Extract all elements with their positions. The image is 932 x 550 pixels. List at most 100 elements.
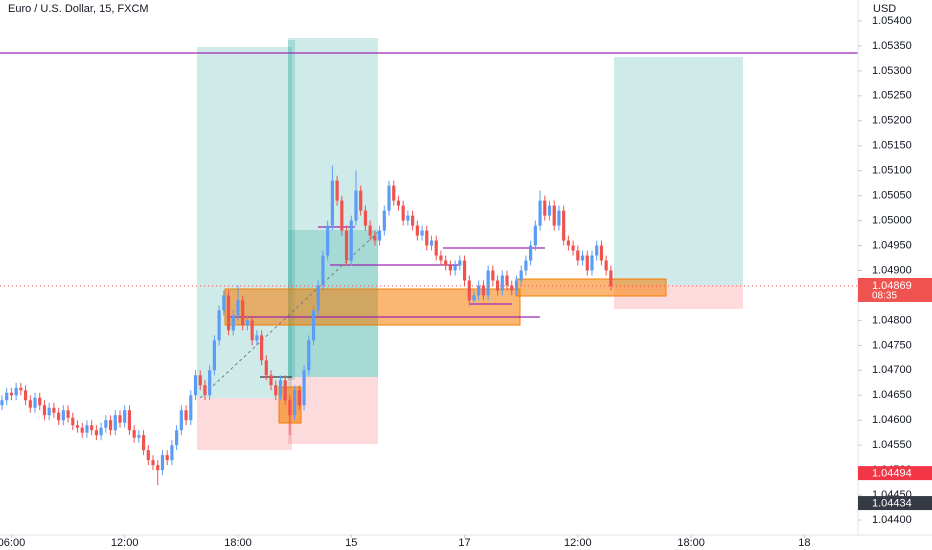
candle-body [599,245,604,261]
candle-body [462,260,467,281]
zone-box [515,278,667,297]
last-price-tag [858,277,932,302]
candle-body [28,400,32,408]
y-tick-label: 1.04950 [872,239,912,251]
candle-body [538,200,542,226]
candle-body [406,215,410,221]
y-tick-label: 1.05000 [872,214,912,226]
candle-body [198,375,202,386]
candle-body [208,370,212,396]
candle-body [335,180,339,201]
candle-body [472,295,476,301]
candle-body [85,425,89,433]
candle-body [401,205,405,221]
y-tick-label: 1.04650 [872,389,912,401]
candle-body [311,310,316,341]
y-tick-label: 1.05100 [872,165,912,177]
candle-body [104,420,108,428]
candle-body [156,465,160,471]
y-tick-label: 1.04600 [872,414,912,426]
trend-line [199,231,379,399]
candle-body [184,410,188,421]
candle-body [377,230,382,241]
candle-body [557,210,561,226]
candle-body [189,395,193,421]
candle-body [170,445,174,461]
candle-body [71,417,75,426]
candle-body [141,435,146,451]
y-tick-label: 1.04550 [872,439,912,451]
candle-body [288,400,292,416]
long-position-stop [197,398,292,450]
candle-body [543,200,547,216]
candle-body [283,380,287,401]
candle-body [19,387,23,391]
candle-body [193,375,198,396]
y-tick-label: 1.05400 [872,15,912,27]
candle-body [547,205,552,216]
candle-body [382,210,386,231]
candle-body [241,300,245,326]
candle-body [42,405,47,416]
candle-body [500,275,504,291]
candle-body [231,315,235,331]
candle-body [175,430,179,446]
y-tick-label: 1.04400 [872,514,912,526]
candle-body [90,425,94,431]
candle-body [47,407,51,416]
plot-area [0,38,858,486]
candle-body [222,295,226,311]
candle-body [524,260,528,271]
candle-body [420,230,424,236]
candle-body [321,255,325,286]
candle-body [33,397,37,408]
candle-body [415,225,419,236]
candle-body [505,275,509,286]
candle-body [373,235,377,241]
price-marker [858,496,932,511]
candle-body [529,245,533,261]
candle-body [477,285,481,296]
candle-body [118,415,122,423]
candle-body [510,285,514,291]
candle-body [491,270,495,281]
candle-body [226,295,231,331]
x-tick-label: 17 [458,537,470,549]
candle-body [75,425,80,428]
candle-body [297,390,301,406]
candle-body [38,397,42,406]
y-tick-label: 1.05200 [872,115,912,127]
candle-body [392,185,396,201]
candle-body [123,410,127,423]
candle-body [250,320,254,341]
candle-body [576,250,580,261]
candle-body [519,270,523,281]
candle-body [439,255,443,261]
candle-body [212,340,216,371]
candle-body [132,430,136,438]
candle-body [453,265,457,271]
candle-body [57,412,61,421]
y-tick-label: 1.04800 [872,314,912,326]
price-axis [858,0,932,550]
candle-body [425,230,429,246]
candle-body [269,375,273,386]
candle-body [264,360,268,376]
x-tick-label: 06:00 [0,537,25,549]
candle-body [179,410,183,431]
price-marker [858,466,932,481]
candle-body [14,387,18,396]
candle-body [330,180,334,226]
candle-body [359,190,363,211]
candle-body [307,340,311,371]
candle-body [533,225,537,246]
candle-body [165,455,169,461]
candle-body [444,260,448,266]
chart-title: Euro / U.S. Dollar, 15, FXCM [8,3,149,15]
candle-body [580,255,585,261]
candle-body [411,215,415,226]
candle-body [562,210,566,241]
candle-body [552,205,556,226]
y-tick-label: 1.05250 [872,90,912,102]
